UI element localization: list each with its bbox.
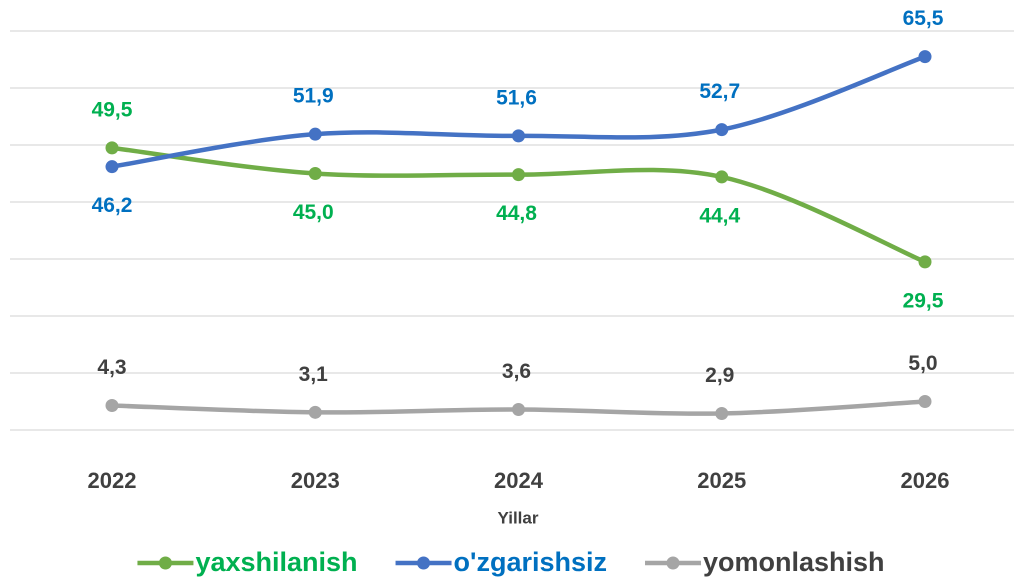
data-label: 3,6 xyxy=(502,360,531,383)
legend: yaxshilanish o'zgarishsiz yomonlashish xyxy=(137,547,885,577)
data-label: 51,6 xyxy=(496,86,537,109)
x-tick-label: 2026 xyxy=(901,468,950,493)
marker xyxy=(105,141,119,155)
legend-marker xyxy=(158,556,172,570)
x-tick-label: 2023 xyxy=(291,468,340,493)
data-label: 46,2 xyxy=(92,194,133,217)
data-label: 44,4 xyxy=(699,204,740,227)
legend-label: yomonlashish xyxy=(703,547,885,577)
marker xyxy=(308,405,322,419)
x-axis-title: Yillar xyxy=(498,508,539,527)
data-label: 52,7 xyxy=(699,80,740,103)
data-label: 2,9 xyxy=(705,364,734,387)
marker xyxy=(918,395,932,408)
data-label: 45,0 xyxy=(293,201,334,224)
marker xyxy=(918,255,932,269)
x-tick-label: 2022 xyxy=(88,468,137,493)
marker xyxy=(715,406,729,420)
marker xyxy=(512,168,525,182)
x-tick-label: 2025 xyxy=(697,468,746,493)
data-label: 44,8 xyxy=(496,202,537,225)
x-tick-label: 2024 xyxy=(494,468,544,493)
data-label: 49,5 xyxy=(92,98,133,121)
marker xyxy=(715,170,729,184)
marker xyxy=(512,129,525,143)
legend-marker xyxy=(666,556,680,570)
marker xyxy=(308,167,322,180)
marker xyxy=(715,123,729,137)
marker xyxy=(105,398,119,412)
marker xyxy=(105,160,119,174)
legend-label: o'zgarishsiz xyxy=(454,547,607,577)
data-label: 65,5 xyxy=(903,7,944,30)
data-label: 5,0 xyxy=(908,352,937,375)
marker xyxy=(918,50,932,64)
marker xyxy=(308,127,322,141)
legend-label: yaxshilanish xyxy=(195,547,357,577)
series-line xyxy=(109,54,928,169)
data-label: 3,1 xyxy=(299,363,329,386)
data-label: 51,9 xyxy=(293,85,334,108)
data-label: 4,3 xyxy=(97,356,126,379)
data-label: 29,5 xyxy=(903,289,944,312)
legend-marker xyxy=(417,556,431,570)
marker xyxy=(512,402,525,416)
